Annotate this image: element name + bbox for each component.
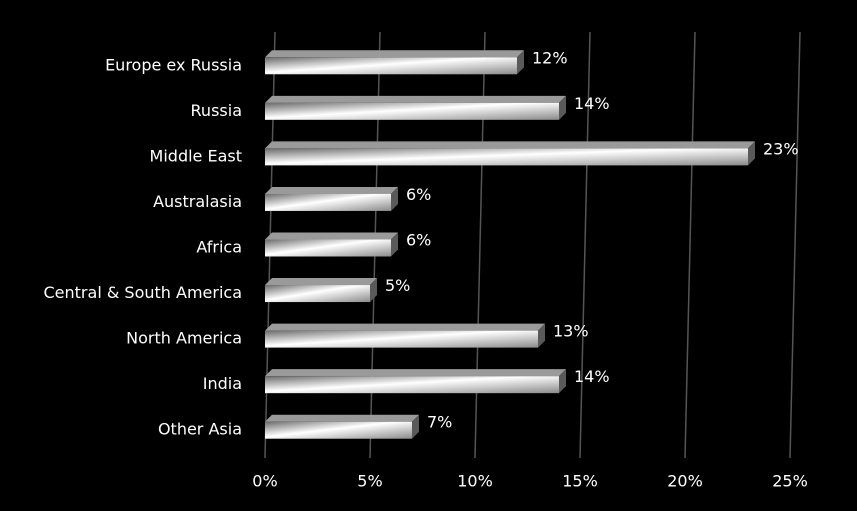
y-tick-label: Other Asia: [158, 420, 242, 439]
bar: [265, 239, 391, 257]
x-tick-label: 0%: [252, 472, 277, 491]
bar-end: [748, 141, 755, 166]
x-tick-label: 20%: [667, 472, 703, 491]
y-tick-label: Australasia: [153, 192, 242, 211]
value-label: 6%: [406, 231, 431, 250]
y-tick-label: Central & South America: [44, 283, 243, 302]
bar-end: [538, 323, 545, 348]
grid-line: [579, 31, 591, 459]
bar: [265, 285, 370, 303]
bar: [265, 330, 538, 348]
bar-top: [265, 414, 419, 422]
bar: [265, 148, 748, 166]
value-label: 6%: [406, 185, 431, 204]
value-label: 14%: [574, 94, 610, 113]
y-tick-label: Europe ex Russia: [105, 55, 242, 74]
y-tick-label: Russia: [191, 101, 242, 120]
bar-top: [265, 232, 398, 240]
bar-end: [391, 186, 398, 211]
y-tick-label: North America: [126, 329, 242, 348]
bar-end: [517, 50, 524, 75]
value-label: 14%: [574, 367, 610, 386]
y-tick-label: Middle East: [150, 146, 242, 165]
bar-end: [391, 232, 398, 257]
bar-end: [559, 95, 566, 120]
bar-end: [559, 369, 566, 394]
x-tick-label: 15%: [562, 472, 598, 491]
value-label: 5%: [385, 276, 410, 295]
value-label: 13%: [553, 322, 589, 341]
value-label: 12%: [532, 48, 568, 67]
bar-top: [265, 323, 545, 331]
bar-top: [265, 278, 377, 286]
value-label: 7%: [427, 413, 452, 432]
bar-end: [370, 278, 377, 303]
y-tick-label: India: [203, 374, 242, 393]
bar: [265, 193, 391, 211]
x-tick-label: 10%: [457, 472, 493, 491]
bar: [265, 376, 559, 394]
bar-end: [412, 414, 419, 439]
x-tick-label: 5%: [357, 472, 382, 491]
bar-top: [265, 186, 398, 194]
y-tick-label: Africa: [196, 238, 242, 257]
grid-line: [789, 31, 801, 459]
bar-top: [265, 369, 566, 377]
bar-top: [265, 50, 524, 58]
bar-top: [265, 141, 755, 149]
bar-top: [265, 95, 566, 103]
bar: [265, 57, 517, 75]
grid-line: [684, 31, 696, 459]
value-label: 23%: [763, 139, 799, 158]
x-tick-label: 25%: [772, 472, 808, 491]
bar: [265, 421, 412, 439]
bar: [265, 102, 559, 120]
